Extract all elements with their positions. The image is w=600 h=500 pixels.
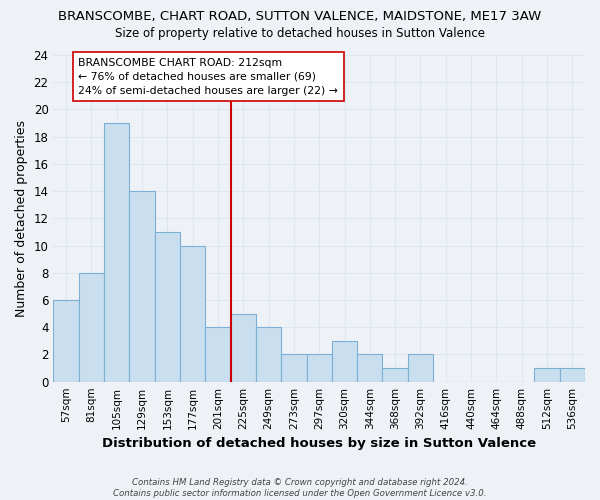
Bar [256, 327, 281, 382]
Bar [357, 354, 382, 382]
Bar [180, 246, 205, 382]
X-axis label: Distribution of detached houses by size in Sutton Valence: Distribution of detached houses by size … [102, 437, 536, 450]
Bar [560, 368, 585, 382]
Bar [281, 354, 307, 382]
Bar [307, 354, 332, 382]
Bar [79, 273, 104, 382]
Bar [332, 341, 357, 382]
Bar [230, 314, 256, 382]
Bar [53, 300, 79, 382]
Bar [155, 232, 180, 382]
Bar [382, 368, 408, 382]
Text: BRANSCOMBE CHART ROAD: 212sqm
← 76% of detached houses are smaller (69)
24% of s: BRANSCOMBE CHART ROAD: 212sqm ← 76% of d… [78, 58, 338, 96]
Bar [130, 191, 155, 382]
Text: BRANSCOMBE, CHART ROAD, SUTTON VALENCE, MAIDSTONE, ME17 3AW: BRANSCOMBE, CHART ROAD, SUTTON VALENCE, … [58, 10, 542, 23]
Bar [535, 368, 560, 382]
Bar [205, 327, 230, 382]
Bar [104, 123, 130, 382]
Bar [408, 354, 433, 382]
Text: Contains HM Land Registry data © Crown copyright and database right 2024.
Contai: Contains HM Land Registry data © Crown c… [113, 478, 487, 498]
Text: Size of property relative to detached houses in Sutton Valence: Size of property relative to detached ho… [115, 28, 485, 40]
Y-axis label: Number of detached properties: Number of detached properties [15, 120, 28, 317]
